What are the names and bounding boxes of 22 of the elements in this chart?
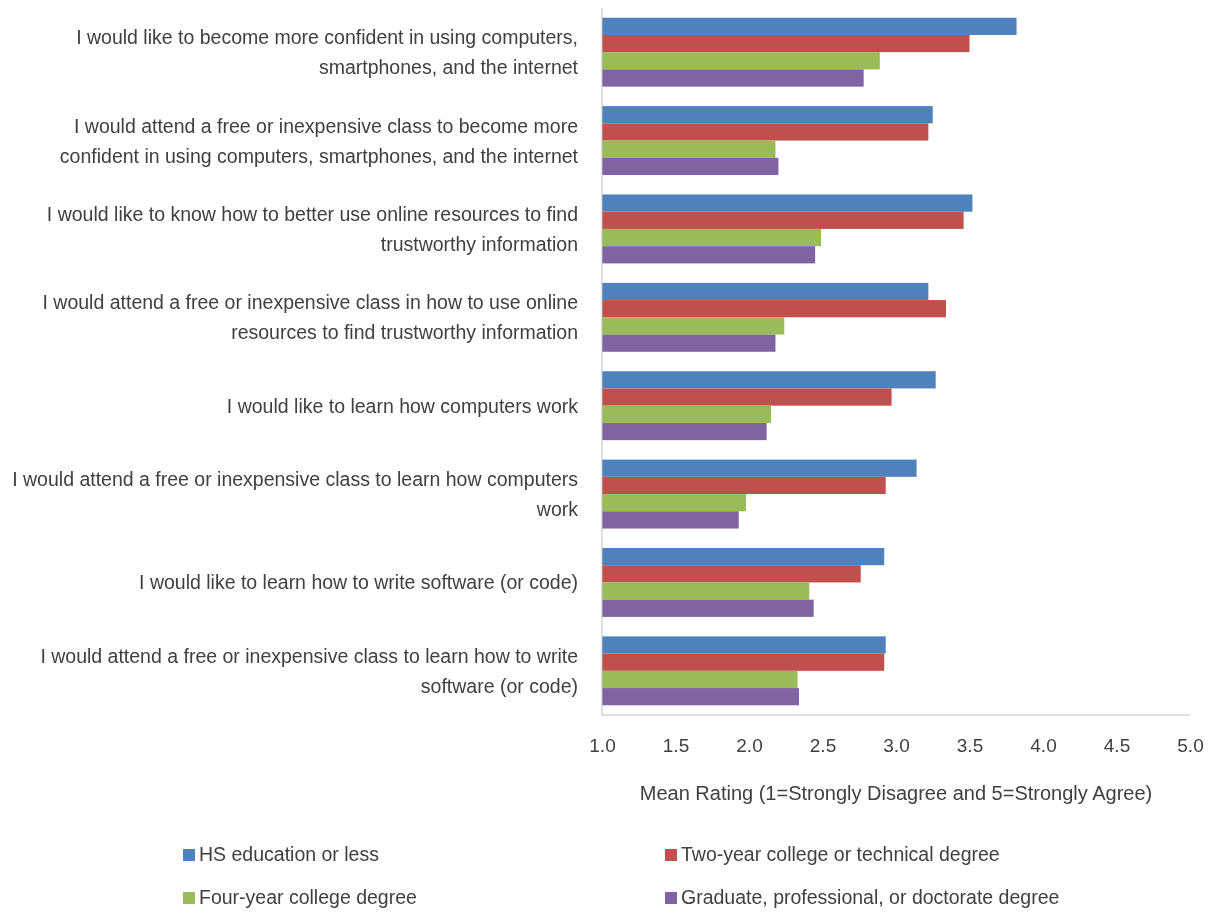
x-tick-label: 4.5 bbox=[1103, 735, 1131, 757]
legend-label: Four-year college degree bbox=[199, 886, 417, 908]
x-tick-label: 1.0 bbox=[589, 735, 616, 757]
legend-label: HS education or less bbox=[199, 843, 380, 865]
y-tick-label: I would attend a free or inexpensive class to learn how computers work bbox=[12, 468, 579, 521]
x-tick-label: 1.5 bbox=[662, 735, 690, 757]
x-tick-label: 5.0 bbox=[1177, 735, 1204, 757]
y-tick-label: I would like to know how to better use online resources to find trustworthy information bbox=[46, 202, 578, 255]
y-tick-label: I would like to become more confident in using computers, smartphones, and the internet bbox=[76, 26, 579, 79]
x-tick-label: 2.5 bbox=[809, 735, 837, 757]
x-tick-label: 3.5 bbox=[956, 735, 984, 757]
y-tick-label: I would like to learn how to write software (or code) bbox=[139, 571, 578, 594]
x-tick-label: 4.0 bbox=[1030, 735, 1057, 757]
y-tick-label: I would attend a free or inexpensive class in how to use online resources to find trustworthy information bbox=[42, 291, 578, 344]
x-axis-title: Mean Rating (1=Strongly Disagree and 5=Strongly Agree) bbox=[639, 782, 1153, 804]
y-tick-label: I would like to learn how computers work bbox=[226, 394, 579, 417]
legend-label: Graduate, professional, or doctorate degree bbox=[681, 886, 1060, 908]
y-tick-label: I would attend a free or inexpensive class to learn how to write software (or code) bbox=[40, 644, 578, 697]
x-tick-label: 2.0 bbox=[736, 735, 763, 757]
x-tick-label: 3.0 bbox=[883, 735, 910, 757]
y-tick-label: I would attend a free or inexpensive class to become more confident in using computers, smartphones, and the internet bbox=[59, 114, 579, 167]
legend-label: Two-year college or technical degree bbox=[681, 843, 1000, 865]
